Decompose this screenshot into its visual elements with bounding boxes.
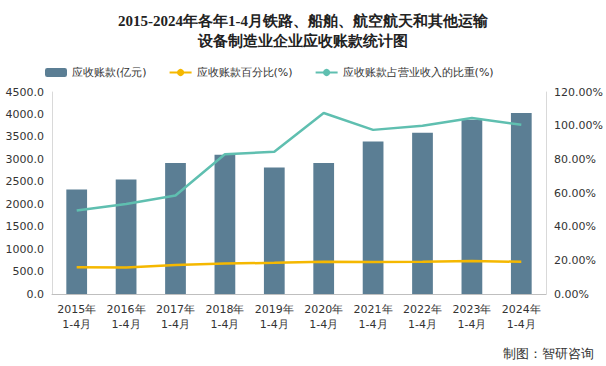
svg-text:2015-2024年各年1-4月铁路、船舶、航空航天和其他运: 2015-2024年各年1-4月铁路、船舶、航空航天和其他运输 — [118, 12, 489, 29]
svg-text:2023年: 2023年 — [452, 303, 491, 316]
svg-text:1-4月: 1-4月 — [507, 318, 536, 331]
svg-text:2021年: 2021年 — [354, 303, 393, 316]
svg-text:0.00%: 0.00% — [554, 288, 589, 301]
svg-text:2017年: 2017年 — [156, 303, 195, 316]
svg-text:设备制造业企业应收账款统计图: 设备制造业企业应收账款统计图 — [197, 32, 408, 49]
svg-text:4000.0: 4000.0 — [6, 108, 45, 121]
svg-text:2016年: 2016年 — [107, 303, 146, 316]
svg-text:1-4月: 1-4月 — [260, 318, 289, 331]
svg-text:20.00%: 20.00% — [554, 254, 596, 267]
svg-text:应收账款占营业收入的比重(%): 应收账款占营业收入的比重(%) — [343, 66, 494, 79]
svg-text:2015年: 2015年 — [57, 303, 96, 316]
svg-text:2019年: 2019年 — [255, 303, 294, 316]
svg-text:500.0: 500.0 — [13, 265, 45, 278]
svg-text:2024年: 2024年 — [502, 303, 541, 316]
svg-text:应收账款(亿元): 应收账款(亿元) — [72, 66, 147, 79]
svg-text:2018年: 2018年 — [205, 303, 244, 316]
svg-text:1-4月: 1-4月 — [112, 318, 141, 331]
svg-text:2022年: 2022年 — [403, 303, 442, 316]
svg-text:120.00%: 120.00% — [554, 86, 603, 99]
svg-text:应收账款百分比(%): 应收账款百分比(%) — [197, 66, 293, 79]
svg-text:2020年: 2020年 — [304, 303, 343, 316]
svg-text:1500.0: 1500.0 — [6, 220, 45, 233]
svg-text:2000.0: 2000.0 — [6, 198, 45, 211]
svg-text:1-4月: 1-4月 — [359, 318, 388, 331]
svg-text:100.00%: 100.00% — [554, 119, 603, 132]
svg-text:4500.0: 4500.0 — [6, 86, 45, 99]
svg-text:1000.0: 1000.0 — [6, 243, 45, 256]
svg-text:制图：智研咨询: 制图：智研咨询 — [503, 346, 594, 361]
svg-text:3000.0: 3000.0 — [6, 153, 45, 166]
svg-text:40.00%: 40.00% — [554, 220, 596, 233]
svg-text:1-4月: 1-4月 — [457, 318, 486, 331]
svg-text:0.0: 0.0 — [27, 288, 45, 301]
svg-text:80.00%: 80.00% — [554, 153, 596, 166]
svg-text:1-4月: 1-4月 — [210, 318, 239, 331]
svg-text:2500.0: 2500.0 — [6, 175, 45, 188]
svg-text:3500.0: 3500.0 — [6, 130, 45, 143]
svg-text:1-4月: 1-4月 — [161, 318, 190, 331]
svg-text:1-4月: 1-4月 — [309, 318, 338, 331]
svg-text:1-4月: 1-4月 — [62, 318, 91, 331]
svg-text:60.00%: 60.00% — [554, 187, 596, 200]
svg-text:1-4月: 1-4月 — [408, 318, 437, 331]
